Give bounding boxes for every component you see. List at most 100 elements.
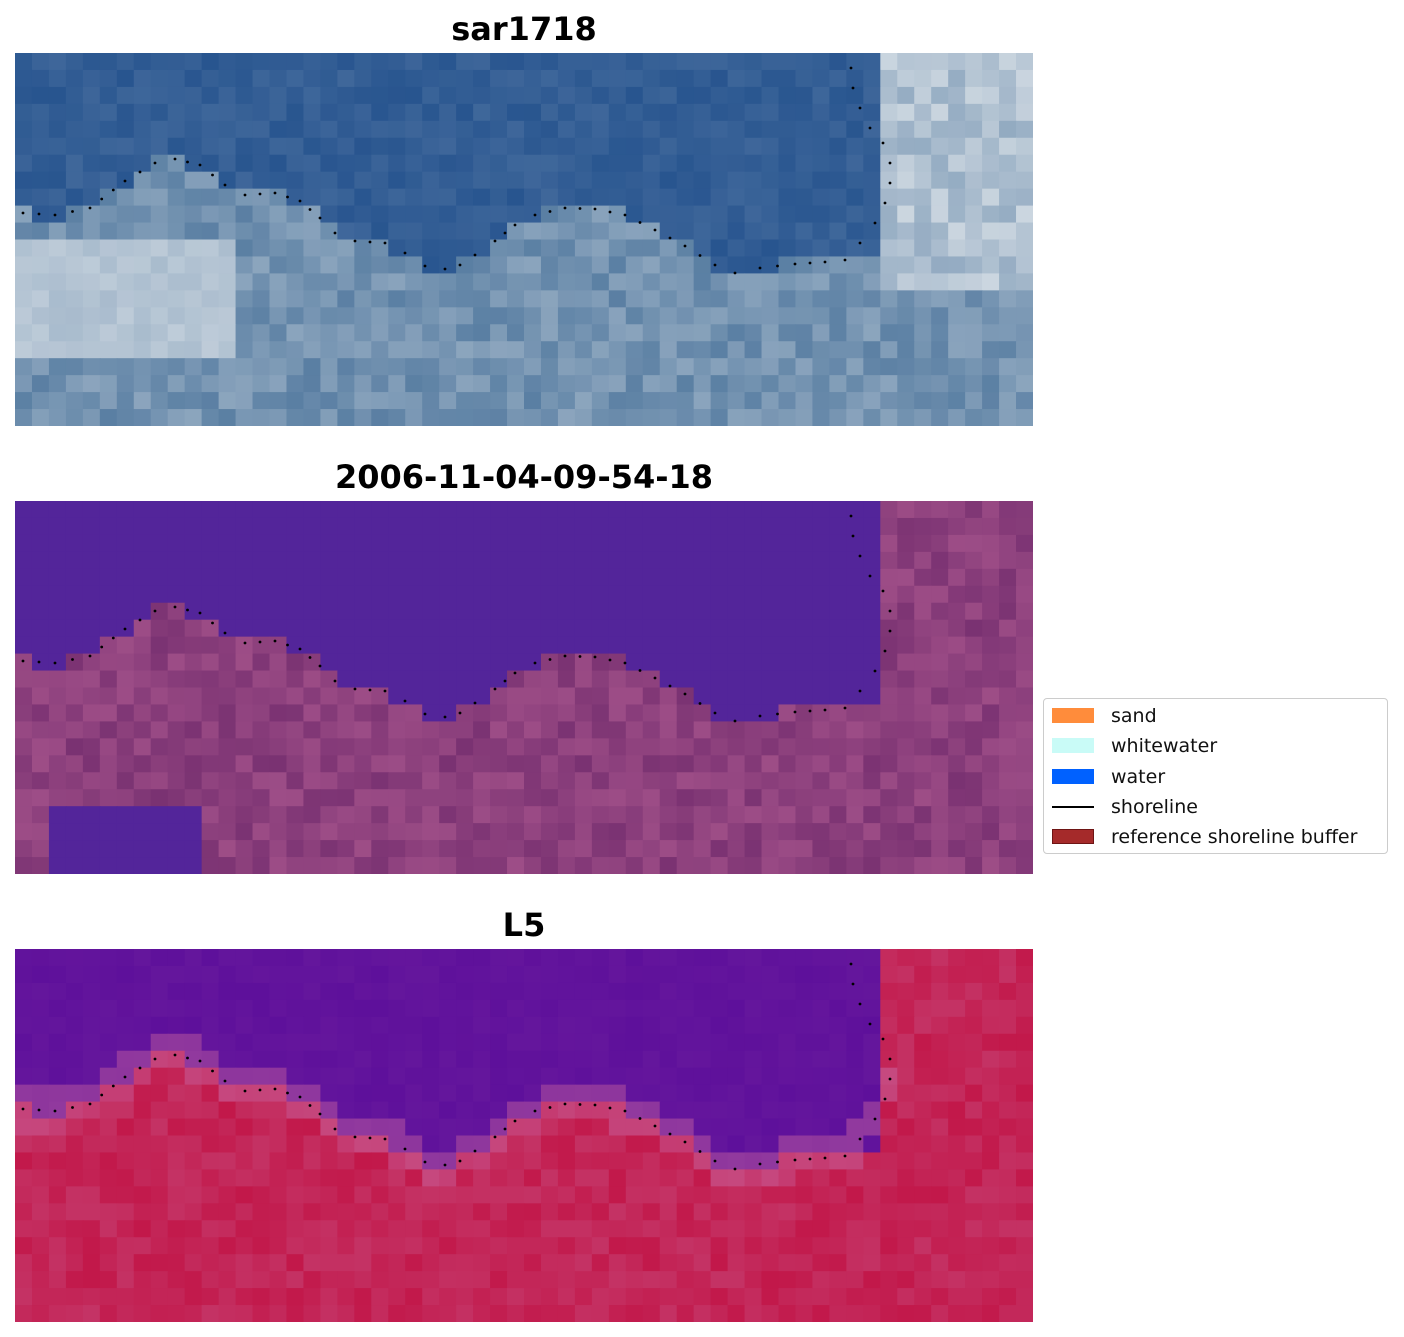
raster-pixel [184,1288,203,1306]
raster-pixel [150,1169,169,1187]
raster-pixel [880,1135,898,1154]
raster-pixel [150,86,169,105]
shoreline-dot [111,636,115,640]
raster-pixel [252,1135,271,1154]
raster-pixel [591,568,610,587]
shoreline-dot [608,1106,612,1110]
raster-pixel [490,1254,508,1272]
raster-pixel [286,273,305,291]
raster-pixel [574,290,593,308]
raster-pixel [82,568,101,587]
raster-pixel [999,949,1017,967]
raster-pixel [252,704,271,722]
raster-pixel [82,1237,101,1255]
raster-pixel [252,256,271,274]
raster-pixel [337,738,355,756]
raster-pixel [557,1084,576,1103]
raster-pixel [65,188,84,207]
raster-pixel [965,602,983,621]
raster-pixel [252,551,271,570]
raster-pixel [320,619,338,638]
raster-pixel [1016,409,1033,426]
raster-pixel [456,534,474,553]
raster-pixel [456,721,474,739]
raster-pixel [591,857,610,874]
raster-pixel [761,704,780,722]
raster-pixel [48,602,67,621]
raster-pixel [948,1305,966,1322]
raster-pixel [235,704,254,722]
raster-pixel [744,1220,763,1238]
raster-pixel [15,982,33,1001]
raster-pixel [914,501,932,519]
raster-pixel [591,1084,610,1103]
raster-pixel [540,840,559,858]
raster-pixel [252,1152,271,1170]
raster-pixel [524,755,542,773]
raster-pixel [710,704,729,722]
raster-pixel [982,1186,1000,1204]
raster-pixel [676,1288,695,1306]
raster-pixel [1016,704,1033,722]
raster-pixel [761,375,780,393]
raster-pixel [286,307,305,325]
raster-pixel [676,1271,695,1289]
raster-pixel [371,1186,389,1204]
raster-pixel [150,1220,169,1238]
raster-pixel [829,273,847,291]
raster-pixel [269,1288,288,1306]
raster-pixel [439,1271,457,1289]
raster-pixel [99,1169,118,1187]
raster-pixel [99,982,118,1001]
raster-pixel [693,1169,712,1187]
raster-pixel [167,1016,186,1035]
raster-pixel [812,721,830,739]
raster-pixel [999,1101,1017,1120]
raster-pixel [761,1152,780,1170]
raster-pixel [320,392,338,410]
raster-pixel [659,965,678,984]
raster-pixel [642,1220,661,1238]
raster-pixel [659,1118,678,1137]
raster-pixel [235,375,254,393]
raster-pixel [371,1169,389,1187]
raster-pixel [863,222,881,241]
raster-pixel [710,501,729,519]
raster-pixel [286,171,305,190]
raster-pixel [218,1220,237,1238]
raster-pixel [999,1050,1017,1069]
raster-pixel [167,1237,186,1255]
raster-pixel [557,392,576,410]
raster-pixel [133,1016,152,1035]
raster-pixel [965,772,983,790]
raster-pixel [286,1118,305,1137]
raster-pixel [591,307,610,325]
raster-pixel [388,857,406,874]
raster-pixel [82,789,101,807]
raster-pixel [82,358,101,376]
raster-pixel [625,1016,644,1035]
raster-pixel [235,806,254,824]
raster-pixel [761,154,780,173]
raster-pixel [184,501,203,519]
raster-pixel [540,1254,559,1272]
raster-pixel [574,772,593,790]
raster-pixel [524,568,542,587]
shoreline-dot [668,1132,672,1136]
raster-pixel [473,409,491,426]
raster-pixel [388,534,406,553]
raster-pixel [269,137,288,156]
raster-pixel [422,636,440,655]
raster-pixel [320,103,338,122]
raster-pixel [761,1050,780,1069]
raster-pixel [388,840,406,858]
raster-pixel [507,1033,525,1052]
raster-pixel [167,1169,186,1187]
raster-pixel [591,840,610,858]
raster-pixel [507,341,525,359]
raster-pixel [116,1271,135,1289]
raster-pixel [829,965,847,984]
shoreline-dot [53,213,57,217]
raster-pixel [948,324,966,342]
raster-pixel [1016,222,1033,241]
